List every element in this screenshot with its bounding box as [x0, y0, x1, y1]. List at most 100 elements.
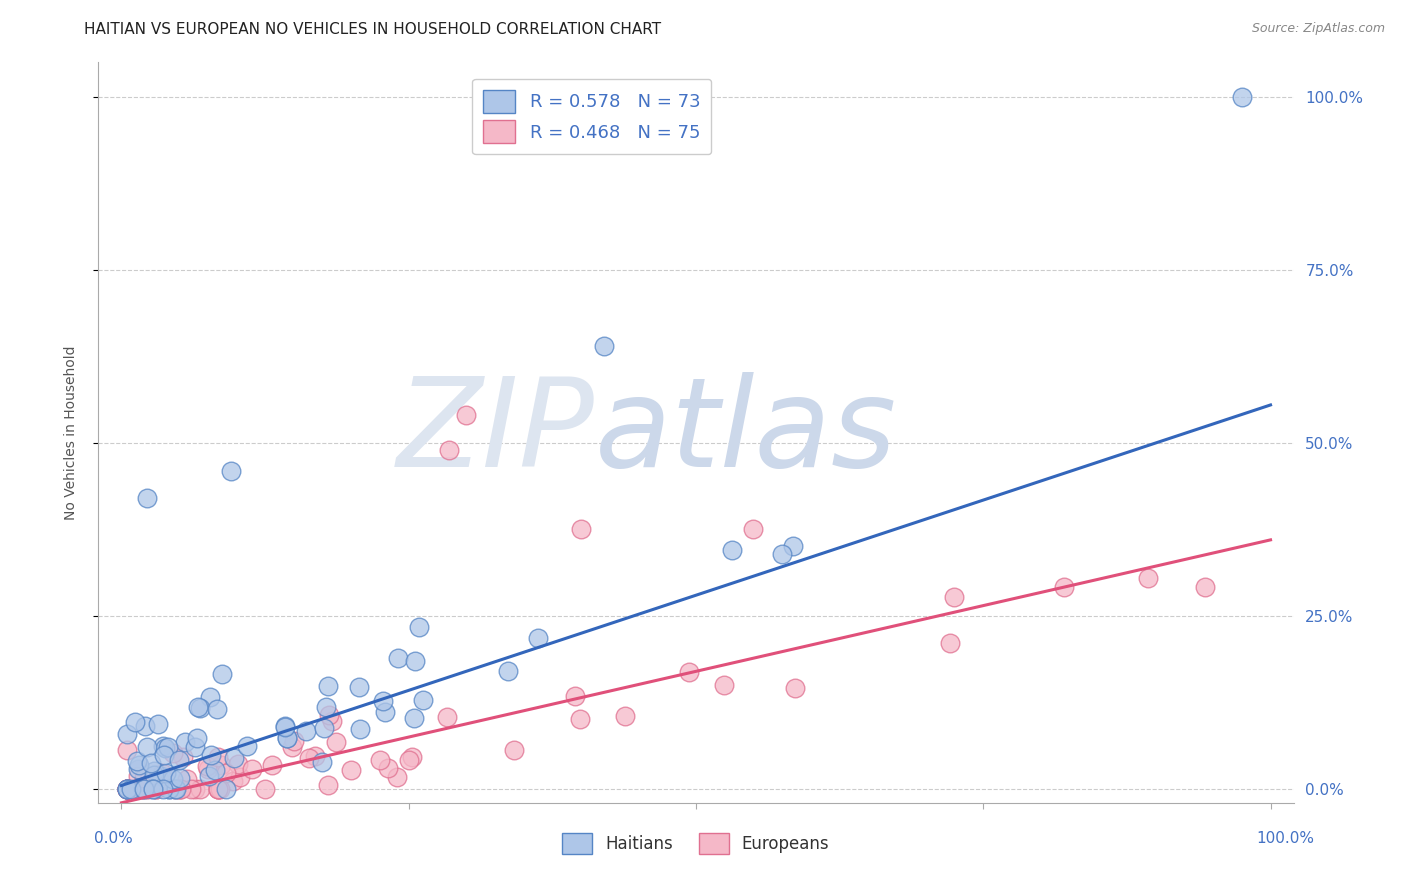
- Point: [155, 766, 177, 780]
- Point: [398, 753, 420, 767]
- Point: [456, 409, 478, 423]
- Point: [215, 781, 238, 796]
- Point: [132, 781, 155, 796]
- Point: [274, 720, 297, 734]
- Point: [115, 727, 138, 741]
- Point: [404, 654, 426, 668]
- Point: [188, 700, 211, 714]
- Point: [207, 781, 229, 796]
- Point: [1053, 580, 1076, 594]
- Point: [167, 781, 190, 796]
- Point: [311, 755, 333, 769]
- Point: [127, 762, 149, 776]
- Point: [236, 739, 259, 753]
- Text: 0.0%: 0.0%: [94, 831, 134, 847]
- Point: [496, 664, 519, 678]
- Point: [678, 665, 700, 680]
- Point: [713, 678, 735, 692]
- Text: atlas: atlas: [595, 372, 897, 493]
- Point: [373, 694, 395, 708]
- Point: [152, 739, 174, 754]
- Point: [1194, 580, 1216, 594]
- Point: [437, 442, 460, 457]
- Point: [503, 743, 526, 757]
- Point: [387, 650, 409, 665]
- Point: [283, 734, 305, 748]
- Point: [276, 731, 298, 745]
- Point: [208, 781, 231, 796]
- Point: [1230, 90, 1253, 104]
- Point: [613, 709, 636, 723]
- Point: [721, 542, 744, 557]
- Point: [173, 735, 195, 749]
- Point: [315, 700, 337, 714]
- Point: [135, 491, 157, 506]
- Text: ZIP: ZIP: [396, 372, 595, 493]
- Point: [124, 714, 146, 729]
- Point: [135, 781, 157, 796]
- Point: [169, 753, 191, 767]
- Point: [569, 523, 592, 537]
- Point: [197, 762, 219, 776]
- Point: [321, 714, 343, 729]
- Point: [143, 764, 166, 778]
- Point: [593, 339, 616, 353]
- Point: [115, 743, 138, 757]
- Point: [229, 771, 252, 785]
- Point: [219, 464, 242, 478]
- Point: [298, 751, 321, 765]
- Point: [1137, 571, 1160, 585]
- Point: [226, 757, 249, 772]
- Point: [146, 717, 169, 731]
- Point: [222, 751, 245, 765]
- Point: [314, 721, 336, 735]
- Point: [150, 765, 173, 780]
- Point: [142, 781, 165, 796]
- Point: [276, 731, 298, 745]
- Point: [783, 681, 806, 695]
- Point: [207, 781, 229, 796]
- Point: [152, 747, 174, 762]
- Point: [527, 631, 550, 645]
- Point: [782, 539, 804, 553]
- Point: [120, 781, 142, 796]
- Point: [377, 761, 399, 775]
- Point: [198, 690, 221, 705]
- Point: [132, 781, 155, 796]
- Point: [188, 781, 211, 796]
- Point: [304, 749, 326, 764]
- Point: [205, 702, 228, 716]
- Point: [176, 772, 198, 786]
- Point: [127, 768, 149, 782]
- Point: [141, 756, 163, 770]
- Point: [157, 781, 180, 796]
- Point: [124, 781, 146, 796]
- Point: [373, 705, 395, 719]
- Point: [136, 781, 159, 796]
- Point: [281, 740, 304, 755]
- Text: Source: ZipAtlas.com: Source: ZipAtlas.com: [1251, 22, 1385, 36]
- Point: [187, 700, 209, 714]
- Point: [349, 722, 371, 736]
- Point: [165, 781, 187, 796]
- Text: HAITIAN VS EUROPEAN NO VEHICLES IN HOUSEHOLD CORRELATION CHART: HAITIAN VS EUROPEAN NO VEHICLES IN HOUSE…: [84, 22, 661, 37]
- Point: [186, 731, 208, 746]
- Point: [145, 781, 167, 796]
- Point: [170, 781, 193, 796]
- Y-axis label: No Vehicles in Household: No Vehicles in Household: [63, 345, 77, 520]
- Point: [240, 763, 263, 777]
- Point: [162, 747, 184, 761]
- Point: [127, 754, 149, 768]
- Point: [152, 781, 174, 796]
- Point: [207, 781, 229, 796]
- Point: [115, 781, 138, 796]
- Point: [772, 547, 794, 561]
- Point: [387, 770, 409, 784]
- Point: [180, 781, 202, 796]
- Point: [115, 781, 138, 796]
- Point: [938, 635, 960, 649]
- Point: [157, 781, 180, 796]
- Point: [200, 748, 222, 763]
- Point: [136, 739, 159, 754]
- Point: [169, 781, 191, 796]
